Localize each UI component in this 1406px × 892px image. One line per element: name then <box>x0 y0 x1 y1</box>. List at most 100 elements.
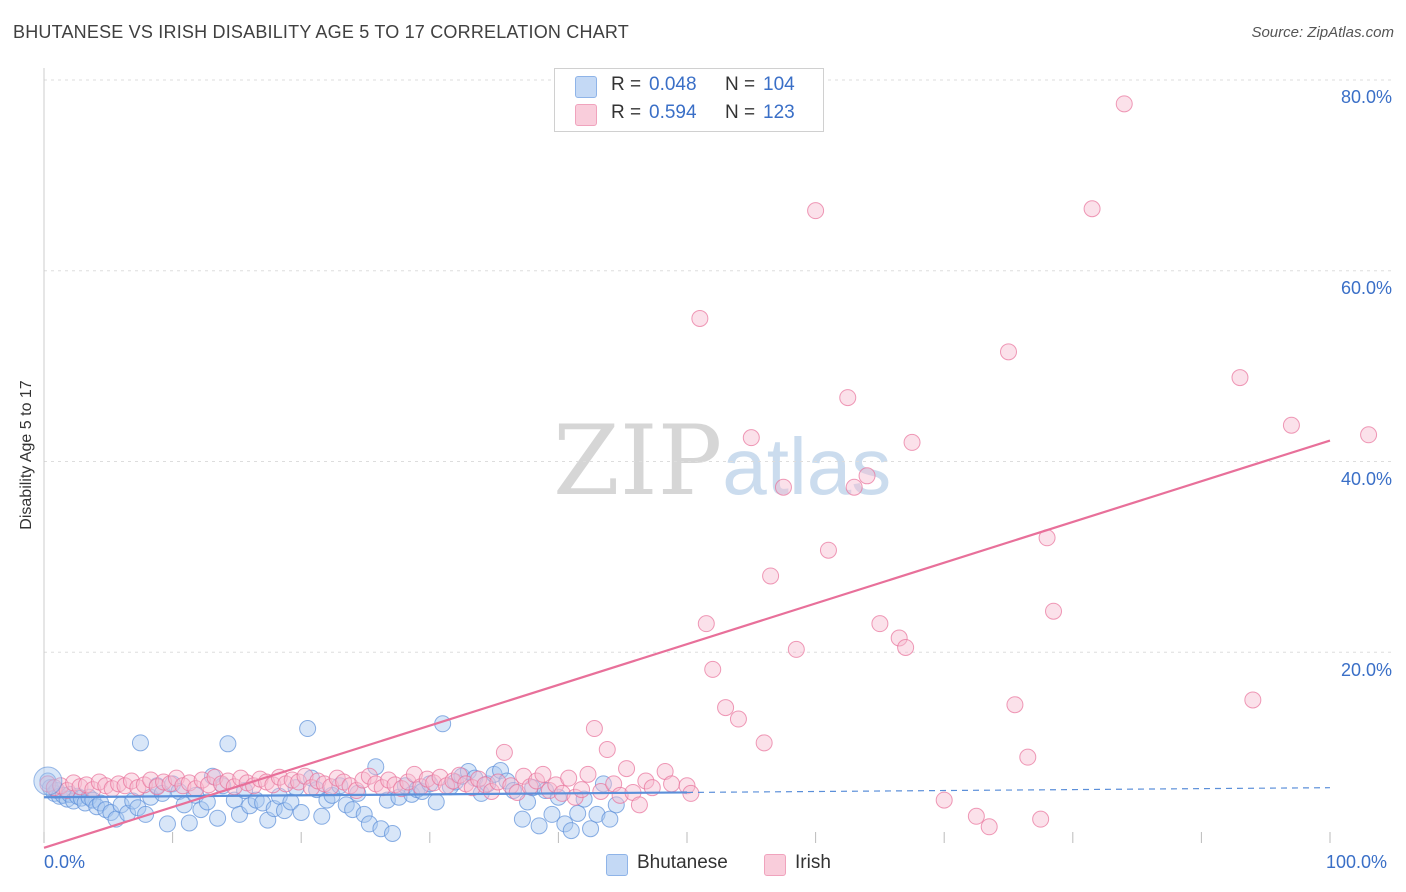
data-point-bhutanese <box>313 807 331 825</box>
data-point-bhutanese <box>33 766 63 796</box>
data-point-bhutanese <box>137 805 155 823</box>
data-point-irish <box>528 772 546 790</box>
data-point-irish <box>45 779 63 797</box>
data-point-bhutanese <box>241 797 259 815</box>
data-point-bhutanese <box>180 814 198 832</box>
data-point-irish <box>787 640 805 658</box>
data-point-irish <box>1032 810 1050 828</box>
data-point-irish <box>897 638 915 656</box>
y-tick-20: 20.0% <box>1340 660 1392 680</box>
data-point-bhutanese <box>367 758 385 776</box>
data-point-irish <box>663 775 681 793</box>
x-tick-min: 0.0% <box>44 852 86 872</box>
data-point-irish <box>1083 200 1101 218</box>
trendline-irish <box>43 439 1331 849</box>
legend-swatch-bhutanese <box>575 76 597 98</box>
data-point-irish <box>755 734 773 752</box>
data-point-bhutanese <box>275 802 293 820</box>
data-point-irish <box>515 767 533 785</box>
data-point-bhutanese <box>530 817 548 835</box>
data-point-bhutanese <box>556 815 574 833</box>
data-point-irish <box>1045 602 1063 620</box>
trendline-dashed-bhutanese <box>686 787 1331 794</box>
legend-r-label: R = <box>611 74 642 95</box>
data-point-irish <box>729 710 747 728</box>
legend-n-label: N = <box>725 74 756 95</box>
data-point-bhutanese <box>543 805 561 823</box>
data-point-irish <box>489 773 507 791</box>
y-tick-60: 60.0% <box>1340 278 1392 298</box>
data-point-bhutanese <box>607 796 625 814</box>
data-point-irish <box>1000 343 1017 361</box>
chart-title: BHUTANESE VS IRISH DISABILITY AGE 5 TO 1… <box>13 22 629 42</box>
data-point-irish <box>122 772 140 790</box>
data-point-irish <box>470 770 488 788</box>
data-point-irish <box>630 796 648 814</box>
data-point-irish <box>534 765 552 783</box>
bottom-legend-label-bhutanese: Bhutanese <box>637 852 728 873</box>
data-point-irish <box>774 478 792 496</box>
watermark-zip: ZIP <box>553 405 723 517</box>
data-point-irish <box>206 768 224 786</box>
data-point-irish <box>476 776 494 794</box>
data-point-bhutanese <box>158 815 176 833</box>
data-point-bhutanese <box>219 735 237 753</box>
legend-r-value: 0.594 <box>649 102 697 123</box>
data-point-irish <box>845 478 863 496</box>
data-point-irish <box>161 775 179 793</box>
data-point-irish <box>717 699 735 717</box>
data-point-irish <box>1360 426 1378 444</box>
data-point-irish <box>871 615 889 633</box>
bottom-legend-swatch-bhutanese <box>606 854 628 876</box>
data-point-irish <box>1006 696 1024 714</box>
data-point-irish <box>142 771 160 789</box>
data-point-irish <box>1282 416 1300 434</box>
legend-n-label: N = <box>725 102 756 123</box>
data-point-irish <box>592 782 610 800</box>
data-point-irish <box>483 782 501 800</box>
y-tick-40: 40.0% <box>1340 469 1392 489</box>
data-point-irish <box>618 760 636 778</box>
data-point-irish <box>283 771 301 789</box>
data-point-irish <box>967 807 985 825</box>
data-point-irish <box>155 773 173 791</box>
legend-r-value: 0.048 <box>649 74 697 95</box>
data-point-bhutanese <box>292 803 310 821</box>
x-tick-max: 100.0% <box>1326 852 1388 872</box>
data-point-irish <box>1019 748 1037 766</box>
data-point-bhutanese <box>131 734 149 752</box>
data-point-irish <box>1115 95 1133 113</box>
data-point-irish <box>1231 369 1249 387</box>
data-point-irish <box>521 778 539 796</box>
data-point-bhutanese <box>562 822 580 840</box>
data-point-irish <box>704 660 722 678</box>
chart-source: Source: ZipAtlas.com <box>1251 24 1394 41</box>
trendline-bhutanese <box>43 791 688 799</box>
data-point-bhutanese <box>569 804 587 822</box>
legend-r-label: R = <box>611 102 642 123</box>
data-point-irish <box>579 765 597 783</box>
stats-legend: R = 0.048 N = 104 R = 0.594 N = 123 <box>554 68 824 132</box>
data-point-irish <box>431 768 449 786</box>
watermark: ZIPatlas <box>553 405 891 517</box>
data-point-irish <box>742 429 760 447</box>
data-point-irish <box>611 786 629 804</box>
data-point-bhutanese <box>209 809 227 827</box>
data-point-bhutanese <box>427 793 445 811</box>
data-point-bhutanese <box>355 805 373 823</box>
legend-swatch-irish <box>575 104 597 126</box>
data-point-irish <box>697 615 715 633</box>
data-point-irish <box>110 775 128 793</box>
y-tick-80: 80.0% <box>1340 87 1392 107</box>
data-point-irish <box>1244 691 1262 709</box>
data-point-irish <box>270 768 288 786</box>
data-point-irish <box>444 772 462 790</box>
data-point-irish <box>463 779 481 797</box>
bottom-legend-label-irish: Irish <box>795 852 831 873</box>
bottom-legend-swatch-irish <box>764 854 786 876</box>
data-point-bhutanese <box>601 810 619 828</box>
data-point-irish <box>495 743 513 761</box>
data-point-irish <box>762 567 780 585</box>
watermark-atlas: atlas <box>722 422 892 511</box>
data-point-irish <box>450 766 468 784</box>
